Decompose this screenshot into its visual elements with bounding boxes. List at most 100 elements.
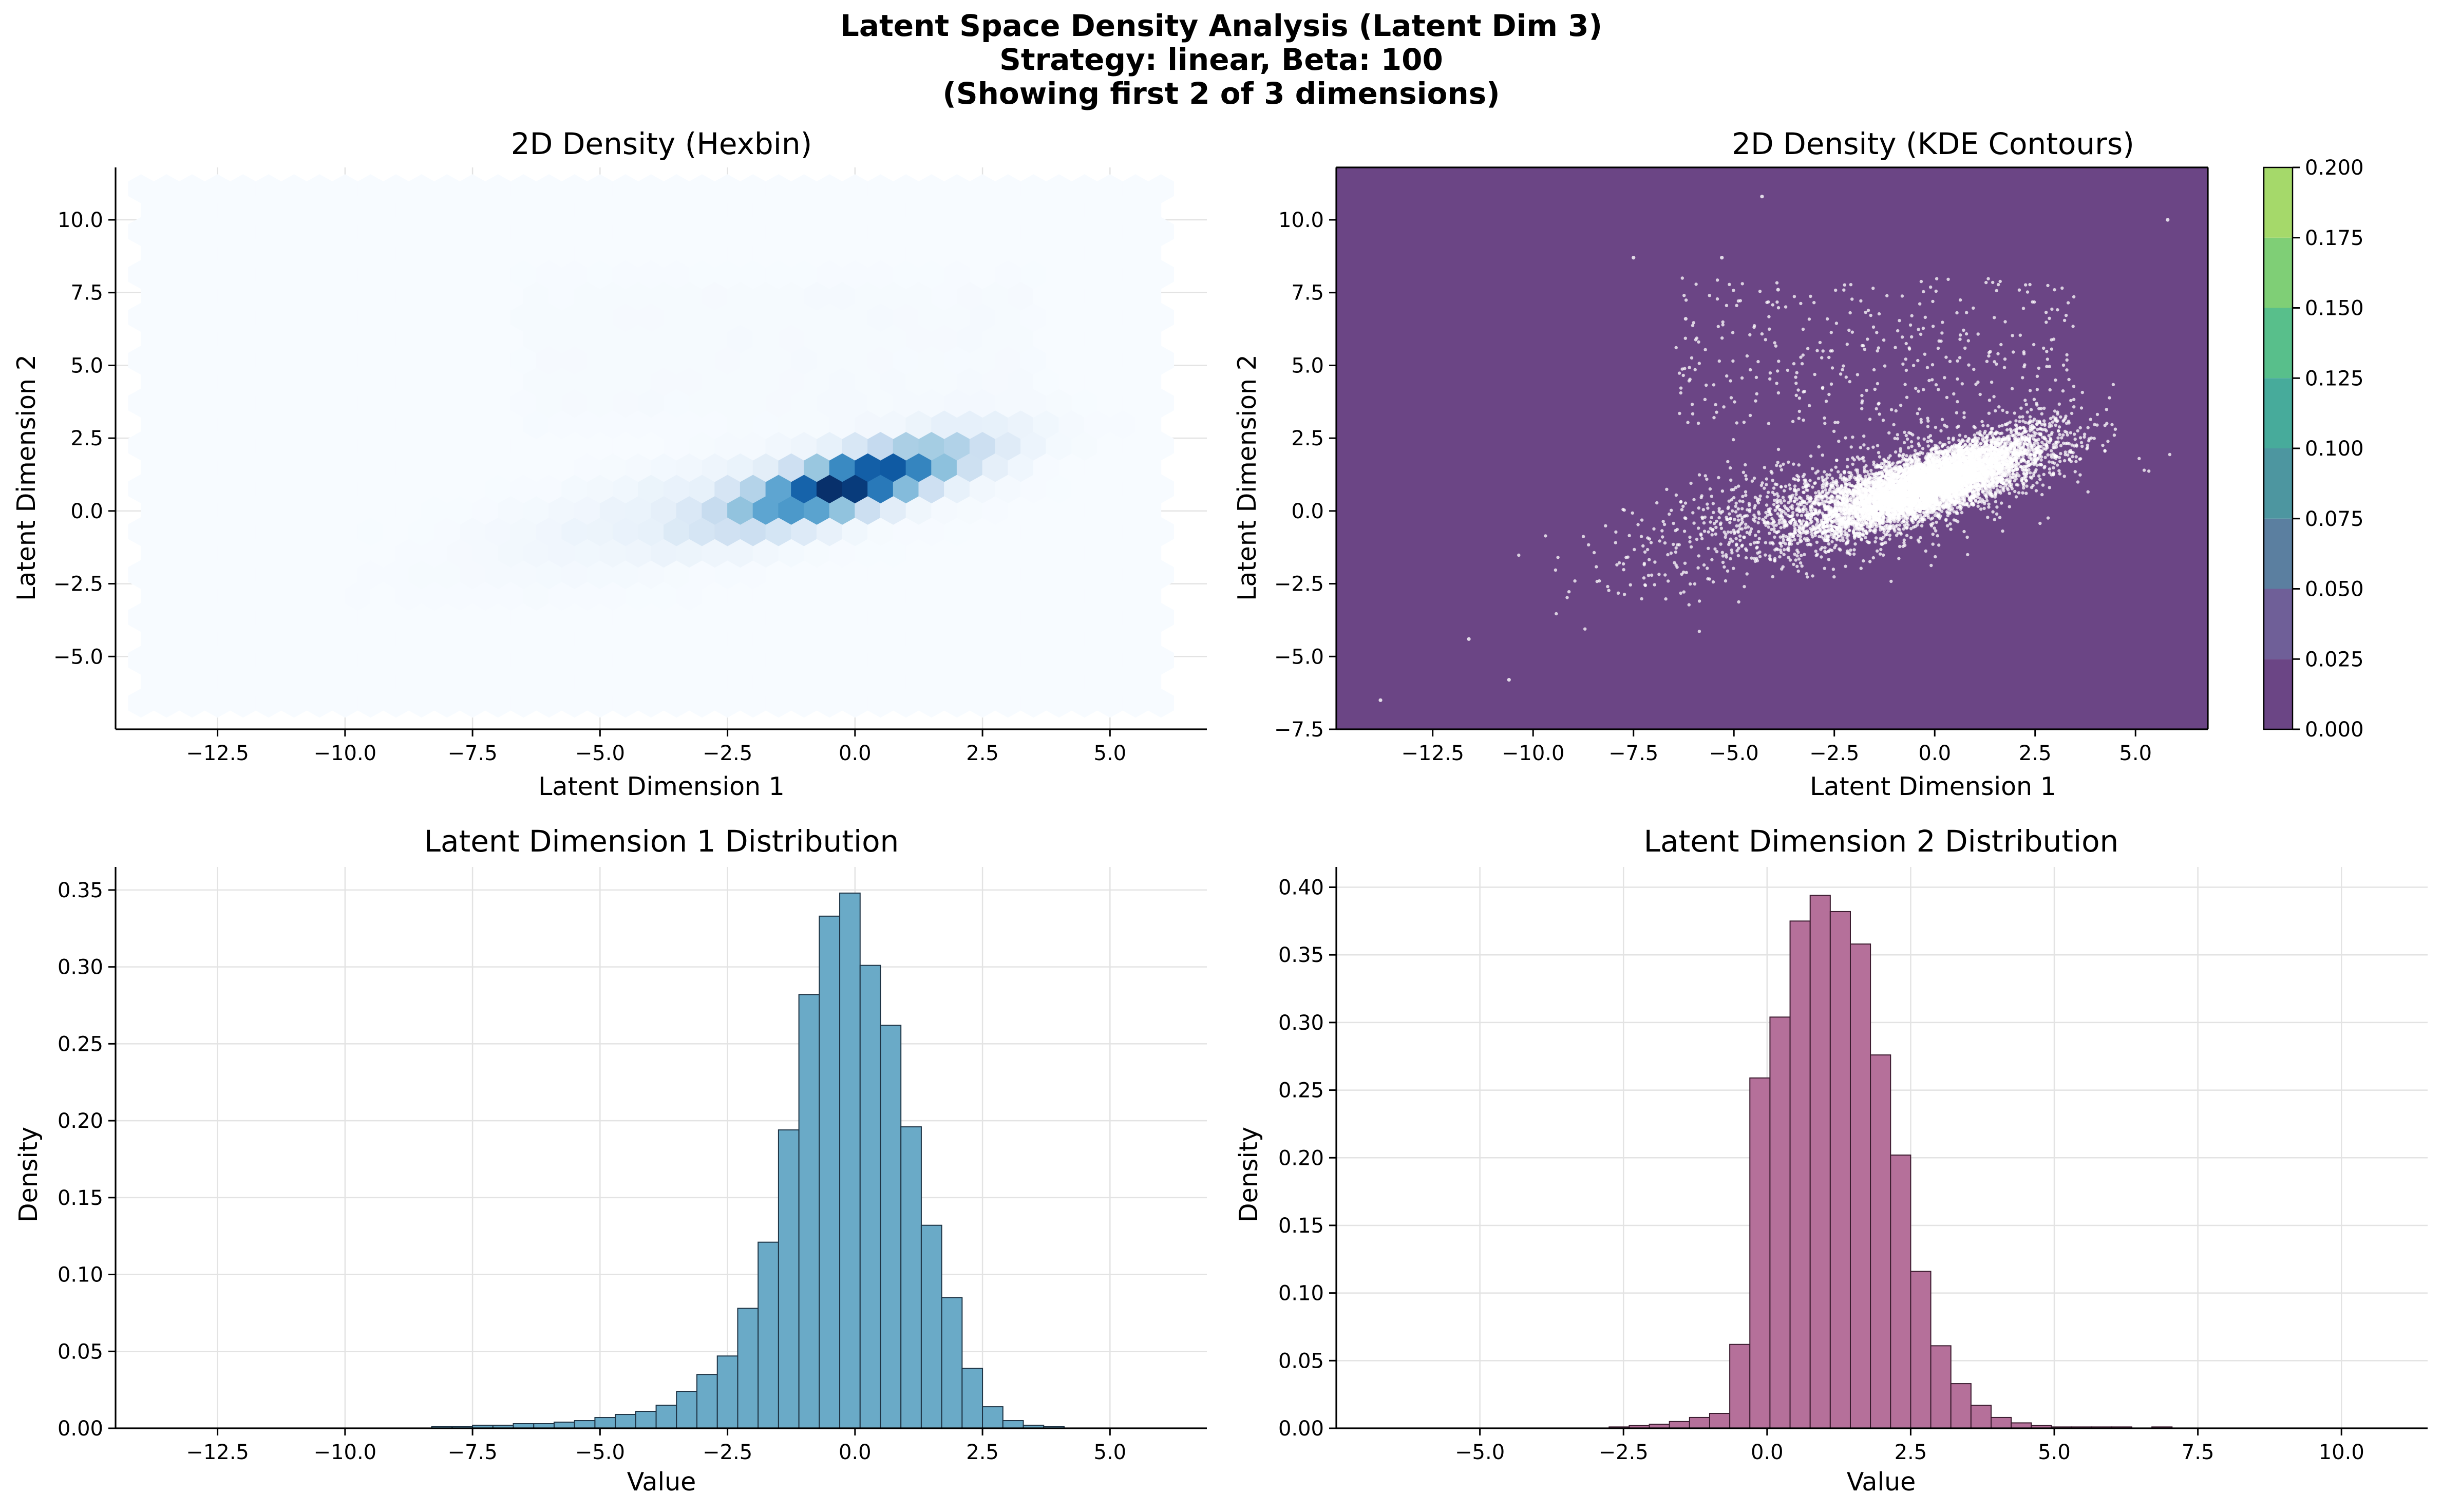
kde-point <box>1823 422 1827 425</box>
kde-point <box>1878 412 1881 416</box>
kde-point <box>1773 535 1776 539</box>
hexbin-cell <box>702 581 728 611</box>
hexbin-cell <box>982 581 1009 611</box>
hexbin-cell <box>880 581 906 611</box>
hexbin-cell <box>472 195 499 225</box>
hexbin-cell <box>880 452 906 482</box>
kde-point <box>1998 279 2002 284</box>
kde-point <box>2095 423 2099 427</box>
hexbin-cell <box>1097 217 1123 247</box>
hexbin-cell <box>1071 260 1097 289</box>
kde-point <box>1728 512 1731 516</box>
hexbin-cell <box>727 538 753 568</box>
kde-point <box>1887 431 1891 435</box>
hexbin-cell <box>855 496 881 525</box>
hexbin-cell <box>905 667 932 696</box>
hexbin-cell <box>204 431 231 461</box>
hexbin-cell <box>217 452 243 482</box>
hexbin-cell <box>204 303 231 332</box>
hexbin-cell <box>791 602 817 632</box>
hexbin-cell <box>561 346 588 375</box>
hexbin-cell <box>829 624 856 654</box>
hexbin-cell <box>804 367 830 396</box>
hexbin-cell <box>154 688 180 718</box>
kde-point <box>1614 530 1618 534</box>
hexbin-cell <box>395 667 422 696</box>
kde-point <box>1896 531 1900 535</box>
kde-point <box>1758 290 1762 293</box>
hexbin-cell <box>1122 388 1149 418</box>
hexbin-cell <box>370 496 396 525</box>
hexbin-cell <box>842 388 868 418</box>
hexbin-cell <box>510 560 537 589</box>
hexbin-cell <box>714 474 741 504</box>
hexbin-cell <box>1109 452 1136 482</box>
hexbin-cell <box>421 195 447 225</box>
hexbin-cell <box>702 624 728 654</box>
hexbin-cell <box>676 624 703 654</box>
hexbin-cell <box>791 560 817 589</box>
kde-point <box>1688 540 1692 544</box>
hexbin-cell <box>905 281 932 311</box>
hexbin-cell <box>625 324 652 353</box>
kde-xlabel: Latent Dimension 1 <box>1810 772 2056 801</box>
kde-point <box>1636 523 1640 526</box>
kde-point <box>1842 288 1846 292</box>
hexbin-cell <box>370 452 396 482</box>
hexbin-cell <box>217 496 243 525</box>
hexbin-cell <box>714 174 741 203</box>
hexbin-cell <box>1046 346 1072 375</box>
hexbin-cell <box>357 688 384 718</box>
hexbin-cell <box>242 452 269 482</box>
hexbin-cell <box>1033 581 1059 611</box>
hexbin-cell <box>740 602 766 632</box>
hexbin-cell <box>421 538 447 568</box>
hexbin-cell <box>192 581 218 611</box>
hexbin-cell <box>625 538 652 568</box>
kde-point <box>1976 380 1980 384</box>
hexbin-cell <box>230 260 256 289</box>
hexbin-cell <box>498 281 524 311</box>
kde-point <box>2072 385 2076 388</box>
hexbin-cell <box>510 388 537 418</box>
hexbin-cell <box>166 624 193 654</box>
hexbin-cell <box>816 217 843 247</box>
kde-point <box>1812 301 1816 305</box>
hexbin-cell <box>893 602 919 632</box>
kde-point <box>1771 575 1774 579</box>
hexbin-cell <box>1020 517 1047 546</box>
hexbin-cell <box>676 452 703 482</box>
hexbin-cell <box>242 496 269 525</box>
hexbin-cell <box>765 260 792 289</box>
kde-point <box>2059 444 2063 447</box>
hexbin-cell <box>727 281 753 311</box>
hexbin-cell <box>217 281 243 311</box>
hexbin-cell <box>689 388 715 418</box>
kde-point <box>1909 440 1914 444</box>
hexbin-cell <box>1020 646 1047 675</box>
hexbin-cell <box>472 496 499 525</box>
hexbin-cell <box>867 346 894 375</box>
hexbin-cell <box>421 624 447 654</box>
hexbin-cell <box>332 303 358 332</box>
hexbin-cell <box>702 538 728 568</box>
hexbin-cell <box>230 602 256 632</box>
hexbin-cell <box>179 217 205 247</box>
hexbin-cell <box>204 388 231 418</box>
hexbin-cell <box>242 410 269 439</box>
hexbin-cell <box>740 260 766 289</box>
hexbin-cell <box>918 388 945 418</box>
kde-point <box>2050 431 2054 434</box>
kde-point <box>1709 520 1712 524</box>
kde-point <box>1737 484 1740 488</box>
hexbin-cell <box>599 324 626 353</box>
kde-point <box>1931 533 1935 536</box>
hexbin-cell <box>141 624 167 654</box>
hexbin-cell <box>651 281 677 311</box>
hexbin-cell <box>740 646 766 675</box>
kde-point <box>1823 470 1826 474</box>
hexbin-cell <box>791 388 817 418</box>
hexbin-cell <box>230 303 256 332</box>
kde-point <box>1741 500 1745 503</box>
hexbin-cell <box>956 238 983 268</box>
